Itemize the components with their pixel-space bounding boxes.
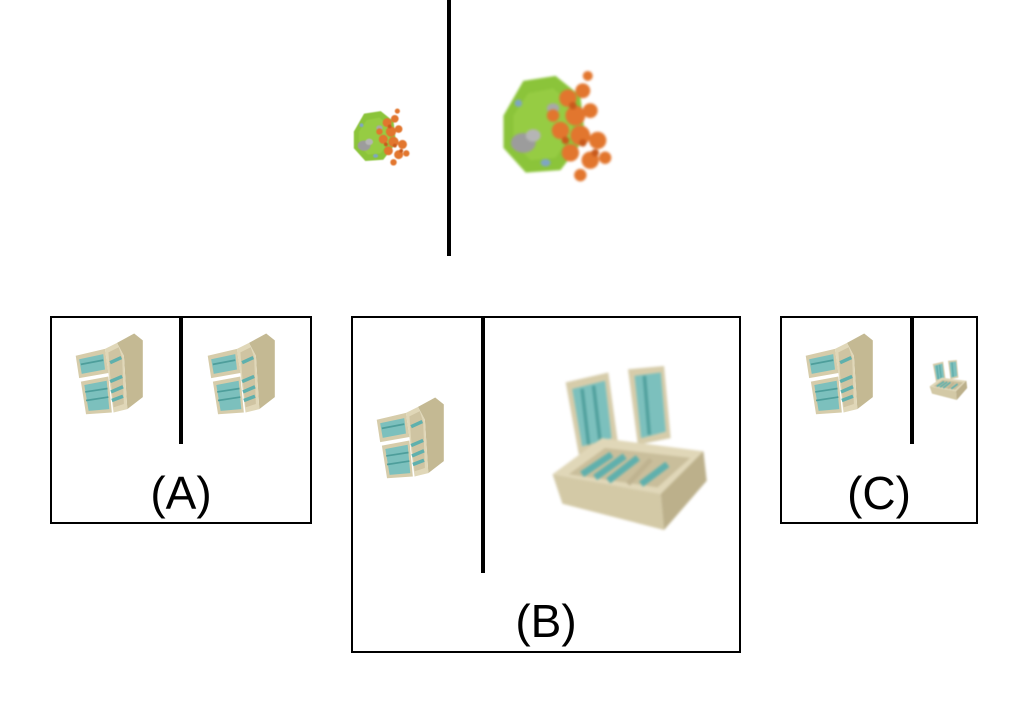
option-label: (B) bbox=[515, 595, 577, 647]
chest-freezer-icon bbox=[539, 366, 717, 530]
island-scene-icon bbox=[353, 108, 410, 166]
option-b-panel[interactable]: (B) bbox=[351, 316, 741, 653]
option-c-divider bbox=[910, 318, 914, 444]
prompt-divider bbox=[447, 0, 451, 256]
refrigerator-icon bbox=[206, 331, 277, 416]
chest-freezer-icon bbox=[928, 359, 969, 401]
island-scene-icon bbox=[503, 70, 612, 182]
option-a-panel[interactable]: (A) bbox=[50, 316, 312, 524]
refrigerator-icon bbox=[803, 331, 875, 416]
option-label: (A) bbox=[150, 467, 212, 519]
option-label: (C) bbox=[847, 467, 911, 519]
option-a-divider bbox=[179, 318, 183, 444]
refrigerator-icon bbox=[375, 395, 446, 480]
option-b-divider bbox=[481, 318, 485, 573]
option-c-panel[interactable]: (C) bbox=[780, 316, 978, 524]
refrigerator-icon bbox=[74, 331, 145, 416]
